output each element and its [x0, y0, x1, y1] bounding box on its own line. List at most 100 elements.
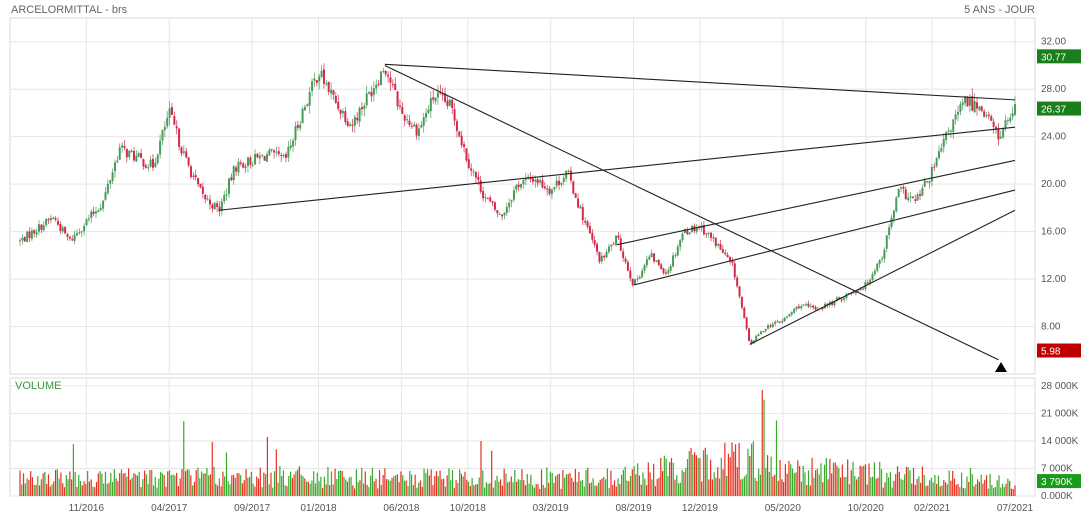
- candle-body: [375, 84, 378, 89]
- candle-body: [382, 71, 385, 73]
- candle-body: [436, 92, 439, 98]
- candle-body: [116, 160, 119, 163]
- candle-body: [895, 197, 898, 212]
- volume-bar: [311, 480, 313, 496]
- candle-body: [427, 109, 430, 113]
- candle-body: [97, 210, 100, 213]
- candle-body: [296, 124, 299, 128]
- candle-body: [370, 92, 373, 97]
- candle-body: [71, 239, 74, 241]
- volume-bar: [361, 467, 363, 496]
- volume-bar: [578, 472, 580, 496]
- candle-body: [522, 180, 525, 185]
- candle-body: [420, 124, 423, 128]
- candle-body: [166, 117, 169, 127]
- volume-bar: [336, 478, 338, 496]
- candle-body: [42, 225, 45, 231]
- volume-bar: [480, 441, 482, 496]
- volume-bar: [104, 471, 107, 496]
- volume-bar: [202, 473, 204, 496]
- volume-bar: [313, 471, 315, 496]
- candle-body: [458, 131, 461, 137]
- volume-bar: [923, 474, 925, 496]
- volume-bar: [51, 484, 53, 496]
- volume-bar: [119, 473, 121, 496]
- candle-body: [90, 211, 93, 218]
- volume-bar: [969, 468, 972, 496]
- volume-bar: [674, 479, 676, 496]
- volume-bar: [571, 477, 573, 496]
- high-badge: [1037, 49, 1081, 64]
- candle-body: [980, 106, 983, 111]
- candle-body: [353, 116, 356, 126]
- candle-body: [859, 288, 862, 291]
- candle-body: [890, 217, 893, 227]
- volume-bar: [943, 480, 945, 496]
- volume-bar: [108, 482, 110, 496]
- candle-body: [721, 249, 724, 253]
- volume-bar: [272, 487, 274, 496]
- volume-bar: [950, 480, 952, 496]
- volume-bar: [138, 471, 140, 496]
- volume-bar: [120, 469, 123, 496]
- volume-bar: [829, 458, 831, 496]
- volume-bar: [925, 485, 927, 496]
- volume-bar: [613, 480, 616, 496]
- volume-bar: [806, 485, 808, 496]
- candle-body: [797, 306, 800, 308]
- candle-body: [154, 162, 157, 168]
- volume-bar: [289, 471, 292, 496]
- volume-bar: [601, 478, 603, 496]
- candle-body: [85, 219, 88, 226]
- candle-body: [211, 204, 214, 209]
- volume-bar: [457, 482, 459, 496]
- candle-body: [104, 192, 107, 200]
- volume-bar: [747, 448, 749, 496]
- volume-bar: [491, 450, 493, 496]
- volume-bar: [781, 479, 783, 496]
- candle-body: [992, 121, 995, 127]
- candle-body: [947, 130, 950, 132]
- volume-badge-text: 3 790K: [1041, 477, 1073, 488]
- volume-bar: [375, 478, 377, 496]
- candle-body: [453, 109, 456, 121]
- volume-bar: [818, 474, 820, 496]
- volume-bar: [279, 466, 281, 496]
- x-tick-label: 04/2017: [151, 503, 188, 514]
- volume-bar: [400, 471, 402, 496]
- volume-bar: [928, 480, 931, 496]
- candle-body: [591, 232, 594, 240]
- volume-bar: [40, 479, 42, 496]
- volume-bar: [936, 483, 938, 496]
- volume-bar: [218, 478, 220, 496]
- candle-body: [197, 178, 200, 185]
- volume-bar: [321, 488, 324, 496]
- volume-bar: [912, 467, 915, 496]
- volume-bar: [200, 471, 203, 496]
- volume-bar: [934, 474, 936, 496]
- volume-bar: [679, 482, 681, 496]
- candle-body: [726, 254, 729, 258]
- volume-bar: [966, 476, 968, 496]
- volume-bar: [706, 454, 708, 496]
- candle-body: [973, 101, 976, 113]
- volume-bar: [305, 481, 308, 496]
- volume-bar: [113, 469, 115, 496]
- candle-body: [569, 170, 572, 181]
- candle-body: [933, 166, 936, 168]
- volume-bar: [957, 484, 959, 496]
- volume-bar: [33, 484, 35, 496]
- candle-body: [199, 183, 202, 188]
- candle-body: [140, 153, 143, 158]
- candle-body: [470, 168, 473, 171]
- volume-bar: [645, 485, 648, 496]
- volume-bar: [546, 467, 548, 496]
- volume-bar: [1001, 483, 1004, 496]
- volume-bar: [302, 476, 304, 496]
- candle-body: [605, 251, 608, 258]
- candle-body: [648, 256, 651, 260]
- volume-bar: [882, 487, 884, 496]
- volume-bar: [339, 470, 341, 496]
- volume-bar: [859, 465, 861, 496]
- volume-bar: [179, 478, 181, 496]
